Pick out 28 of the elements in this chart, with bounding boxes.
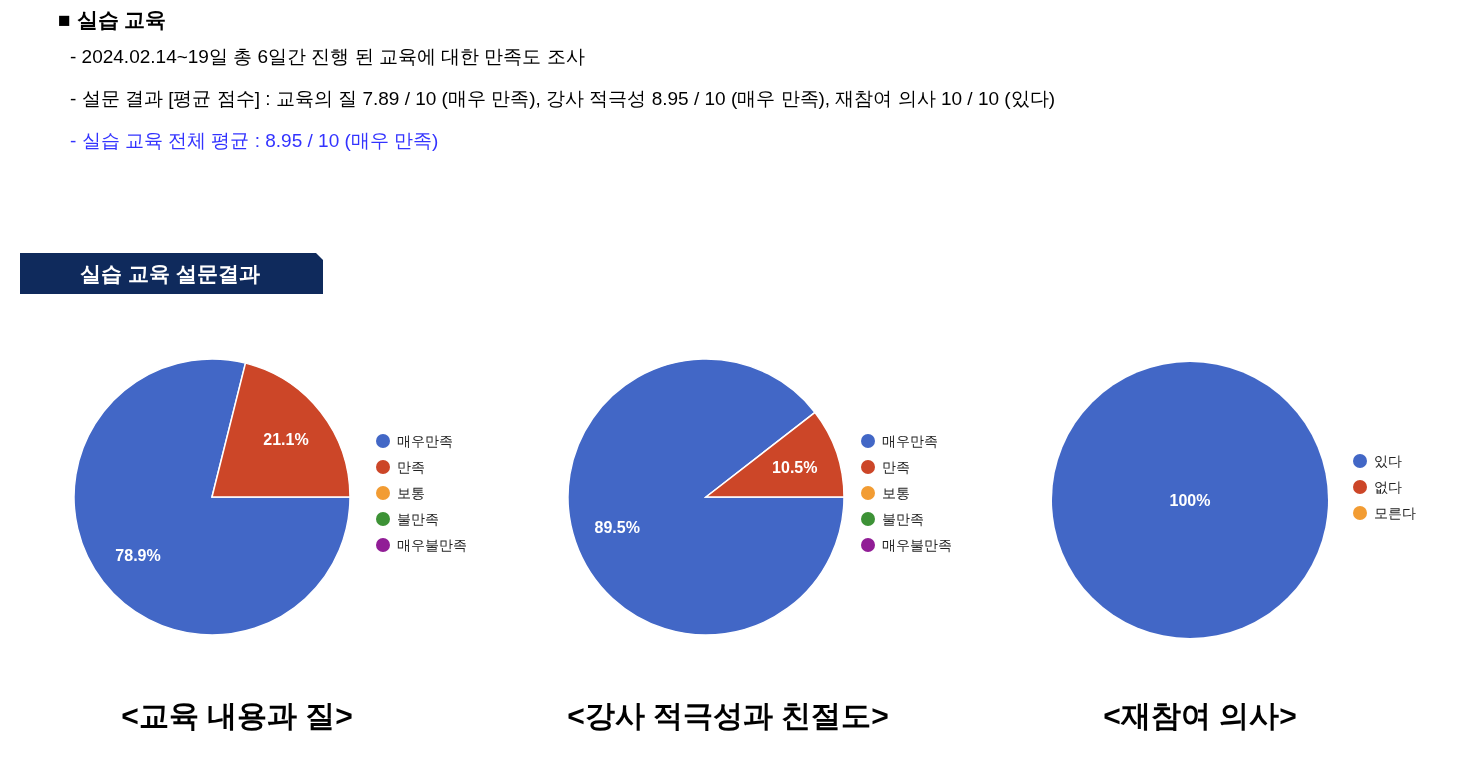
text: <재참여 의사> <box>1103 699 1297 732</box>
text: - 실습 교육 전체 평균 : 8.95 / 10 (매우 만족) <box>70 130 439 151</box>
legend-label: 없다 <box>1374 479 1402 495</box>
legend-label: 보통 <box>882 485 910 501</box>
legend-label: 매우만족 <box>882 433 938 449</box>
legend-label: 불만족 <box>882 511 924 527</box>
text: <강사 적극성과 친절도> <box>567 699 889 732</box>
text: - 2024.02.14~19일 총 6일간 진행 된 교육에 대한 만족도 조사 <box>70 46 585 67</box>
text: ■ 실습 교육 <box>58 8 167 31</box>
legend-label: 매우불만족 <box>882 537 952 553</box>
legend-label: 매우불만족 <box>397 537 467 553</box>
legend-label: 보통 <box>397 485 425 501</box>
data-label: 100% <box>1169 492 1211 509</box>
legend-label: 만족 <box>397 459 425 475</box>
data-label: 10.5% <box>772 458 818 476</box>
legend-label: 불만족 <box>397 511 439 527</box>
pie-slice <box>567 358 845 636</box>
text: <교육 내용과 질> <box>121 699 353 732</box>
data-label: 78.9% <box>115 546 161 564</box>
legend-label: 있다 <box>1374 453 1402 469</box>
data-label: 21.1% <box>263 431 309 449</box>
legend-label: 만족 <box>882 459 910 475</box>
text: 실습 교육 설문결과 <box>80 262 260 285</box>
legend-label: 매우만족 <box>397 433 453 449</box>
pie-slice <box>73 358 351 636</box>
text: - 설문 결과 [평균 점수] : 교육의 질 7.89 / 10 (매우 만족), 강사 적극성 8.95 / 10 (매우 만족), 재참여 의사 10 / 10 (있다) <box>70 88 1055 109</box>
data-label: 89.5% <box>594 519 640 537</box>
legend-label: 모른다 <box>1374 505 1416 521</box>
